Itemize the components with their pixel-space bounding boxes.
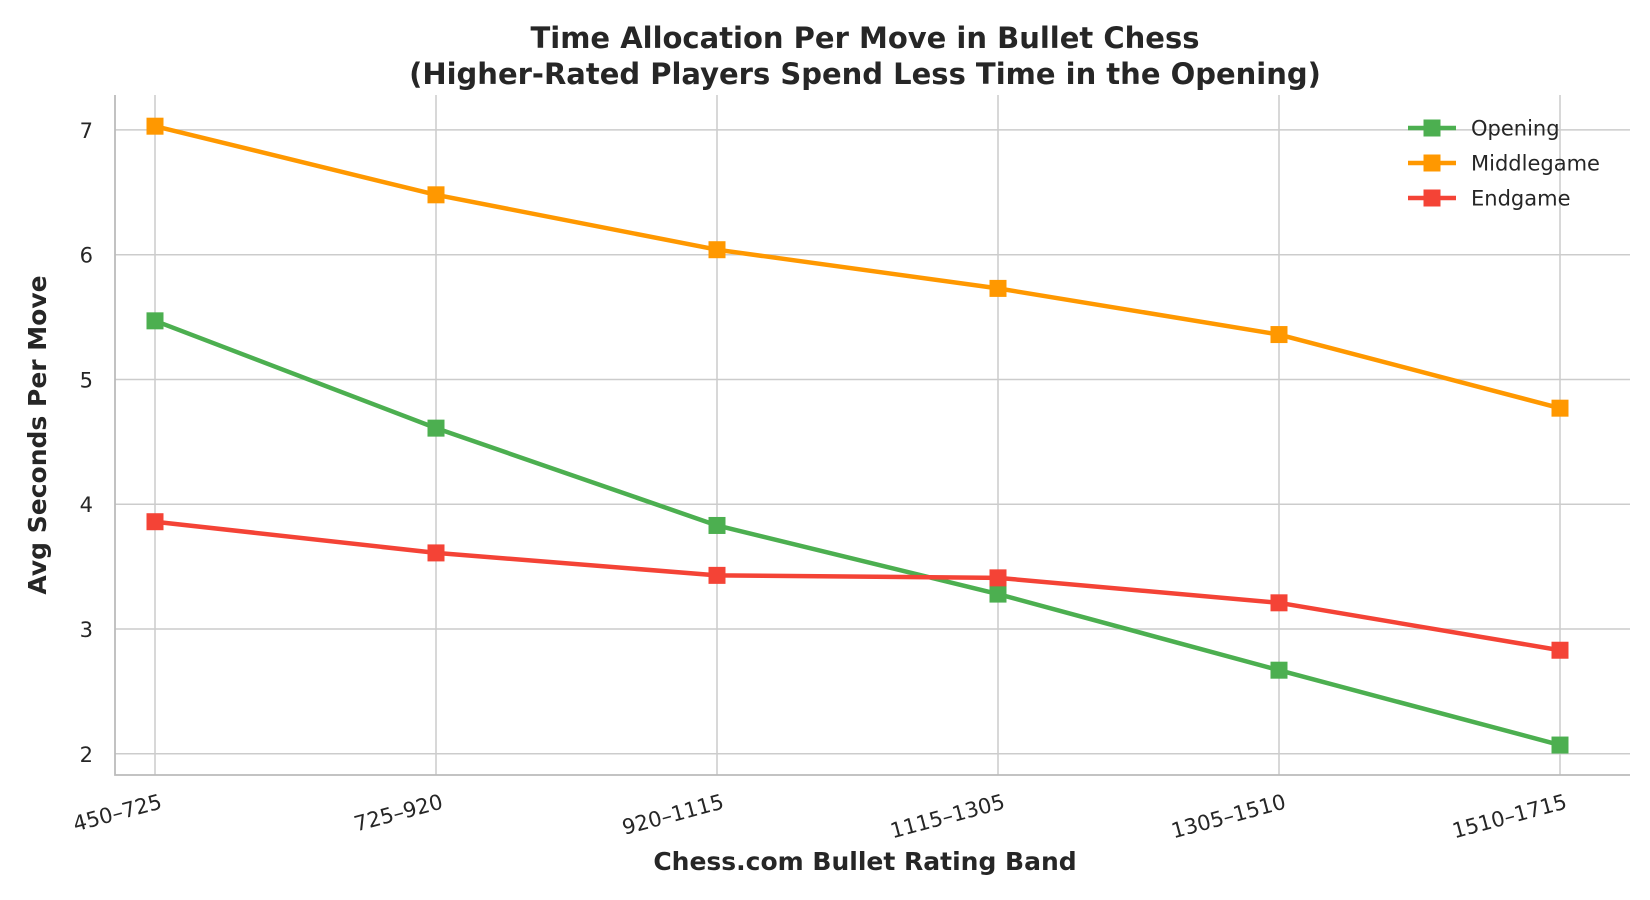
endgame-point xyxy=(708,566,726,584)
chart-title: Time Allocation Per Move in Bullet Chess xyxy=(530,21,1199,55)
endgame-point xyxy=(1270,594,1288,612)
axes-spine xyxy=(114,95,1630,776)
legend-marker xyxy=(1423,154,1441,172)
opening-point xyxy=(146,312,164,330)
legend-item-endgame: Endgame xyxy=(1408,187,1570,211)
middlegame-point xyxy=(989,279,1007,297)
y-tick-labels: 2 3 4 5 6 7 xyxy=(80,119,93,767)
middlegame-point xyxy=(427,186,445,204)
x-tick-label: 450–725 xyxy=(71,790,165,837)
opening-point xyxy=(989,585,1007,603)
y-axis-label: Avg Seconds Per Move xyxy=(23,275,52,594)
opening-point xyxy=(427,419,445,437)
middlegame-point xyxy=(1270,326,1288,344)
series-layer xyxy=(146,117,1569,754)
legend-item-middlegame: Middlegame xyxy=(1408,152,1600,176)
chart-subtitle: (Higher-Rated Players Spend Less Time in… xyxy=(409,57,1321,91)
legend-label: Middlegame xyxy=(1471,152,1600,176)
opening-series xyxy=(146,312,1569,754)
y-tick-label: 2 xyxy=(80,743,93,767)
middlegame-point xyxy=(708,241,726,259)
legend-item-opening: Opening xyxy=(1408,117,1560,141)
x-tick-label: 920–1115 xyxy=(620,790,727,840)
opening-point xyxy=(1551,736,1569,754)
y-tick-label: 7 xyxy=(80,119,93,143)
y-tick-label: 3 xyxy=(80,618,93,642)
endgame-point xyxy=(146,513,164,531)
middlegame-point xyxy=(1551,399,1569,417)
middlegame-line xyxy=(152,123,1563,411)
x-tick-label: 1115–1305 xyxy=(888,790,1008,844)
y-tick-label: 6 xyxy=(80,244,93,268)
endgame-line xyxy=(152,519,1563,653)
x-tick-label: 1305–1510 xyxy=(1169,790,1289,844)
endgame-point xyxy=(427,544,445,562)
y-tick-label: 5 xyxy=(80,368,93,392)
endgame-point xyxy=(1551,641,1569,659)
legend-marker xyxy=(1423,119,1441,137)
legend-label: Endgame xyxy=(1471,187,1570,211)
grid-layer xyxy=(115,95,1630,775)
x-tick-label: 1510–1715 xyxy=(1450,790,1570,844)
legend-label: Opening xyxy=(1471,117,1560,141)
x-tick-labels: 450–725 725–920 920–1115 1115–1305 1305–1510… xyxy=(71,790,1570,844)
opening-point xyxy=(708,516,726,534)
x-axis-label: Chess.com Bullet Rating Band xyxy=(653,847,1076,876)
endgame-series xyxy=(146,513,1569,659)
legend-marker xyxy=(1423,189,1441,207)
y-tick-label: 4 xyxy=(80,493,93,517)
middlegame-point xyxy=(146,117,164,135)
x-tick-label: 725–920 xyxy=(352,790,446,837)
legend: Opening Middlegame Endgame xyxy=(1408,117,1600,211)
endgame-point xyxy=(989,569,1007,587)
opening-point xyxy=(1270,661,1288,679)
middlegame-series xyxy=(146,117,1569,417)
opening-line xyxy=(152,318,1563,748)
